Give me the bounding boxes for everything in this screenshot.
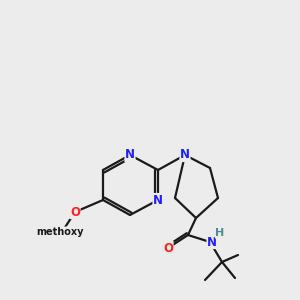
Text: H: H (215, 228, 225, 238)
Text: O: O (70, 206, 80, 218)
Text: N: N (125, 148, 135, 161)
Text: methoxy: methoxy (36, 227, 84, 237)
Text: N: N (153, 194, 163, 206)
Text: O: O (163, 242, 173, 254)
Text: N: N (180, 148, 190, 161)
Text: N: N (207, 236, 217, 248)
